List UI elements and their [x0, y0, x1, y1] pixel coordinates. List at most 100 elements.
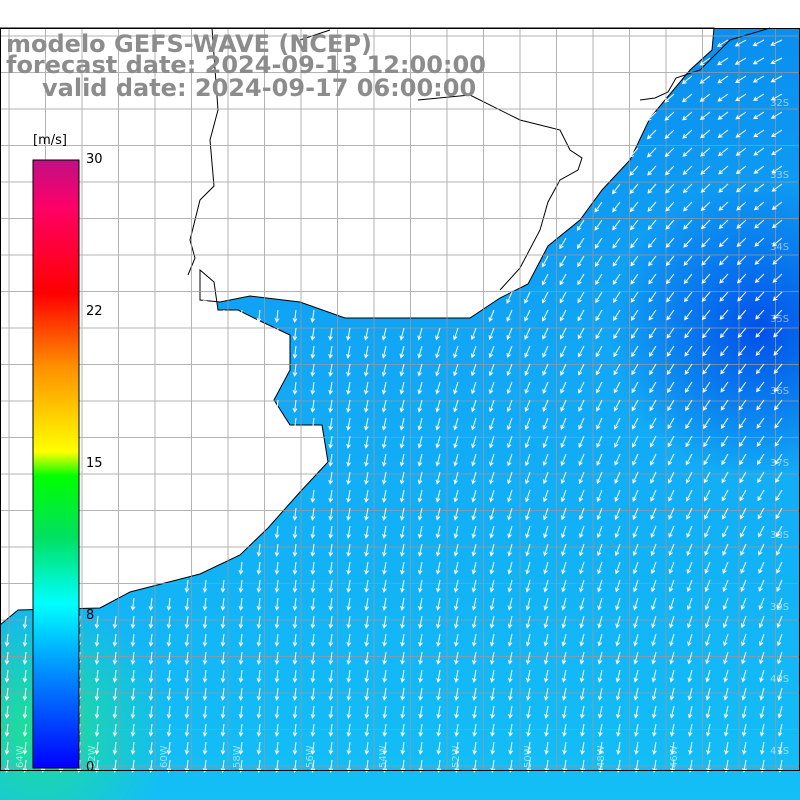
wind-arrow — [346, 633, 352, 647]
wind-arrow — [328, 741, 334, 755]
wind-arrow — [256, 723, 262, 737]
wind-arrow — [292, 687, 298, 701]
wind-arrow — [507, 453, 513, 467]
wind-arrow — [542, 435, 549, 449]
wind-arrow — [166, 669, 172, 683]
wind-arrow — [665, 201, 675, 212]
wind-arrow — [364, 399, 369, 413]
wind-arrow — [756, 435, 765, 447]
wind-arrow — [472, 651, 477, 665]
wind-arrow — [560, 489, 567, 503]
lon-label: 48W — [596, 745, 607, 768]
wind-arrow — [699, 129, 711, 139]
wind-arrow — [560, 453, 567, 467]
lon-label: 58W — [232, 745, 243, 768]
wind-arrow — [346, 363, 351, 377]
wind-arrow — [703, 435, 711, 448]
wind-arrow — [130, 705, 136, 719]
wind-arrow — [669, 723, 675, 737]
wind-arrow — [757, 471, 765, 484]
wind-arrow — [758, 633, 765, 647]
wind-arrow — [681, 75, 693, 85]
wind-arrow — [735, 183, 747, 193]
wind-arrow — [771, 147, 783, 156]
valid-date: valid date: 2024-09-17 06:00:00 — [42, 74, 477, 102]
wind-arrow — [560, 363, 567, 376]
wind-arrow — [630, 273, 639, 285]
wind-arrow — [647, 183, 657, 194]
wind-arrow — [184, 633, 190, 647]
wind-arrow — [274, 597, 280, 611]
wind-arrow — [346, 741, 352, 755]
wind-arrow — [561, 669, 567, 683]
wind-arrow — [613, 345, 621, 358]
wind-arrow — [112, 615, 118, 629]
wind-arrow — [470, 363, 477, 377]
wind-arrow — [687, 723, 693, 737]
wind-arrow — [472, 705, 477, 719]
wind-arrow — [704, 543, 711, 556]
wind-arrow — [436, 669, 441, 683]
wind-arrow — [771, 129, 783, 137]
wind-arrow — [202, 579, 208, 593]
wind-arrow — [238, 615, 244, 629]
wind-arrow — [669, 705, 675, 719]
wind-arrow — [382, 633, 387, 647]
wind-arrow — [683, 273, 693, 285]
wind-arrow — [667, 381, 675, 394]
wind-arrow — [772, 309, 783, 320]
wind-arrow — [631, 363, 639, 376]
wind-arrow — [436, 723, 441, 737]
wind-arrow — [310, 507, 316, 521]
wind-arrow — [363, 327, 369, 341]
wind-arrow — [274, 759, 280, 773]
wind-arrow — [112, 651, 118, 665]
wind-arrow — [578, 381, 585, 394]
wind-arrow — [364, 471, 369, 485]
wind-arrow — [435, 345, 441, 359]
wind-arrow — [736, 273, 747, 284]
wind-arrow — [740, 615, 747, 629]
wind-arrow — [735, 93, 747, 102]
wind-arrow — [560, 435, 567, 449]
wind-arrow — [310, 327, 316, 341]
wind-arrow — [616, 759, 621, 773]
wind-arrow — [759, 705, 765, 719]
wind-arrow — [666, 363, 675, 375]
wind-arrow — [4, 651, 10, 665]
wind-arrow — [648, 255, 657, 267]
wind-arrow — [760, 759, 765, 773]
wind-arrow — [777, 723, 783, 737]
wind-arrow — [596, 471, 603, 485]
wind-arrow — [310, 417, 316, 431]
wind-arrow — [364, 507, 369, 521]
wind-arrow — [742, 759, 747, 773]
wind-arrow — [631, 417, 639, 430]
wind-arrow — [346, 435, 351, 449]
wind-arrow — [705, 633, 711, 647]
wind-arrow — [506, 291, 513, 304]
wind-arrow — [543, 579, 549, 593]
wind-arrow — [166, 705, 172, 719]
wind-arrow — [631, 327, 639, 340]
wind-arrow — [399, 453, 405, 467]
wind-arrow — [94, 687, 100, 701]
wind-arrow — [723, 669, 729, 683]
wind-arrow — [292, 327, 298, 341]
wind-arrow — [507, 561, 513, 575]
wind-arrow — [328, 579, 334, 593]
wind-arrow — [364, 651, 369, 665]
wind-arrow — [292, 723, 298, 737]
wind-arrow — [112, 687, 118, 701]
wind-arrow — [220, 633, 226, 647]
wind-arrow — [665, 237, 675, 249]
wind-arrow — [668, 579, 675, 593]
wind-arrow — [682, 201, 693, 212]
wind-arrow — [543, 597, 549, 611]
wind-arrow — [650, 579, 657, 593]
wind-arrow — [328, 471, 333, 485]
wind-arrow — [758, 615, 765, 629]
wind-arrow — [646, 111, 657, 122]
wind-arrow — [328, 399, 333, 413]
